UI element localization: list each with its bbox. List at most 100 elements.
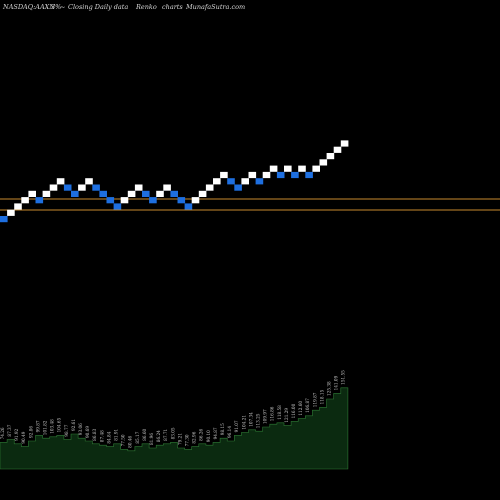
up-brick bbox=[205, 184, 214, 191]
volume-label: 74.26 bbox=[0, 427, 5, 439]
header-description: Closing Daily data bbox=[68, 3, 128, 11]
reference-lines bbox=[0, 198, 500, 211]
up-brick bbox=[312, 165, 320, 172]
volume-label: 91.92 bbox=[14, 428, 19, 440]
volume-label: 85.17 bbox=[135, 431, 140, 443]
volume-label: 118.15 bbox=[319, 389, 324, 404]
volume-label: 113.25 bbox=[256, 413, 261, 428]
volume-label: 90.69 bbox=[85, 426, 90, 438]
up-brick bbox=[213, 178, 221, 185]
up-brick bbox=[298, 165, 306, 172]
volume-label: 125.38 bbox=[327, 381, 332, 396]
volume-fill bbox=[0, 387, 349, 470]
down-brick bbox=[106, 197, 115, 204]
volume-label: 91.07 bbox=[234, 420, 239, 432]
down-brick bbox=[177, 197, 186, 204]
volume-label: 86.24 bbox=[156, 430, 161, 442]
volume-label: 141.09 bbox=[334, 375, 339, 390]
volume-label: 87.37 bbox=[7, 424, 12, 436]
up-brick bbox=[7, 209, 15, 216]
down-brick bbox=[184, 203, 193, 210]
up-brick bbox=[127, 190, 136, 197]
volume-label: 86.83 bbox=[92, 428, 97, 440]
volume-label: 79.21 bbox=[177, 433, 182, 445]
down-brick bbox=[234, 184, 242, 191]
volume-label: 107.34 bbox=[248, 412, 253, 427]
down-brick bbox=[71, 190, 79, 197]
up-brick bbox=[220, 171, 228, 179]
up-brick bbox=[28, 190, 36, 197]
up-brick bbox=[198, 190, 207, 197]
up-brick bbox=[156, 190, 164, 197]
up-brick bbox=[248, 171, 257, 179]
up-brick bbox=[262, 171, 271, 179]
header-arrow: ~ bbox=[60, 3, 65, 11]
volume-label: 116.00 bbox=[291, 403, 296, 418]
volume-label: 92.61 bbox=[71, 419, 76, 431]
down-brick bbox=[63, 184, 72, 191]
volume-labels: 74.26 87.37 91.92 90.49 92.86 99.87 101.82 103.… bbox=[0, 370, 346, 448]
up-brick bbox=[134, 184, 143, 191]
down-brick bbox=[99, 190, 107, 197]
volume-label: 118.58 bbox=[277, 405, 282, 420]
volume-label: 90.10 bbox=[206, 430, 211, 442]
volume-label: 96.14 bbox=[227, 426, 232, 438]
volume-label: 106.87 bbox=[305, 398, 310, 413]
volume-label: 98.77 bbox=[64, 424, 69, 436]
volume-label: 87.71 bbox=[163, 428, 168, 440]
renko-bricks bbox=[0, 140, 349, 223]
up-brick bbox=[319, 159, 328, 166]
header-change: 3% bbox=[51, 3, 61, 11]
volume-label: 94.87 bbox=[213, 427, 218, 439]
up-brick bbox=[241, 178, 249, 185]
volume-label: 101.82 bbox=[43, 420, 48, 435]
volume-label: 93.06 bbox=[78, 423, 83, 435]
volume-label: 77.30 bbox=[185, 434, 190, 446]
up-brick bbox=[49, 184, 58, 191]
volume-label: 81.91 bbox=[114, 428, 119, 440]
down-brick bbox=[142, 190, 150, 197]
volume-label: 121.29 bbox=[284, 408, 289, 423]
volume-label: 99.87 bbox=[35, 420, 40, 432]
down-brick bbox=[276, 171, 285, 179]
header-charts-word: charts bbox=[162, 3, 183, 11]
volume-label: 119.87 bbox=[312, 392, 317, 407]
up-brick bbox=[191, 197, 200, 204]
up-brick bbox=[120, 197, 129, 204]
up-brick bbox=[78, 184, 86, 191]
down-brick bbox=[149, 197, 157, 204]
volume-label: 109.97 bbox=[263, 409, 268, 424]
volume-label: 151.55 bbox=[341, 370, 346, 385]
down-brick bbox=[92, 184, 100, 191]
volume-label: 86.60 bbox=[142, 428, 147, 440]
down-brick bbox=[227, 178, 235, 185]
up-brick bbox=[56, 178, 65, 185]
up-brick bbox=[85, 178, 93, 185]
header-symbol: NASDAQ:AAXN bbox=[2, 3, 55, 11]
volume-label: 87.48 bbox=[99, 430, 104, 442]
volume-label: 104.65 bbox=[57, 417, 62, 432]
volume-label: 80.46 bbox=[128, 435, 133, 447]
up-brick bbox=[42, 190, 51, 197]
volume-label: 90.49 bbox=[21, 431, 26, 443]
volume-label: 82.96 bbox=[192, 431, 197, 443]
down-brick bbox=[291, 171, 299, 179]
volume-label: 86.26 bbox=[199, 428, 204, 440]
volume-label: 81.96 bbox=[149, 433, 154, 445]
volume-label: 92.86 bbox=[28, 426, 33, 438]
volume-label: 98.15 bbox=[220, 423, 225, 435]
up-brick bbox=[14, 203, 22, 210]
up-brick bbox=[21, 197, 29, 204]
volume-label: 84.84 bbox=[106, 431, 111, 443]
volume-label: 104.21 bbox=[241, 415, 246, 430]
volume-area bbox=[0, 387, 349, 470]
down-brick bbox=[305, 171, 313, 179]
up-brick bbox=[284, 165, 292, 172]
up-brick bbox=[163, 184, 171, 191]
down-brick bbox=[35, 197, 44, 204]
volume-label: 83.05 bbox=[170, 427, 175, 439]
volume-label: 103.48 bbox=[50, 419, 55, 434]
header-site: MunafaSutra.com bbox=[185, 3, 245, 11]
down-brick bbox=[255, 178, 264, 185]
